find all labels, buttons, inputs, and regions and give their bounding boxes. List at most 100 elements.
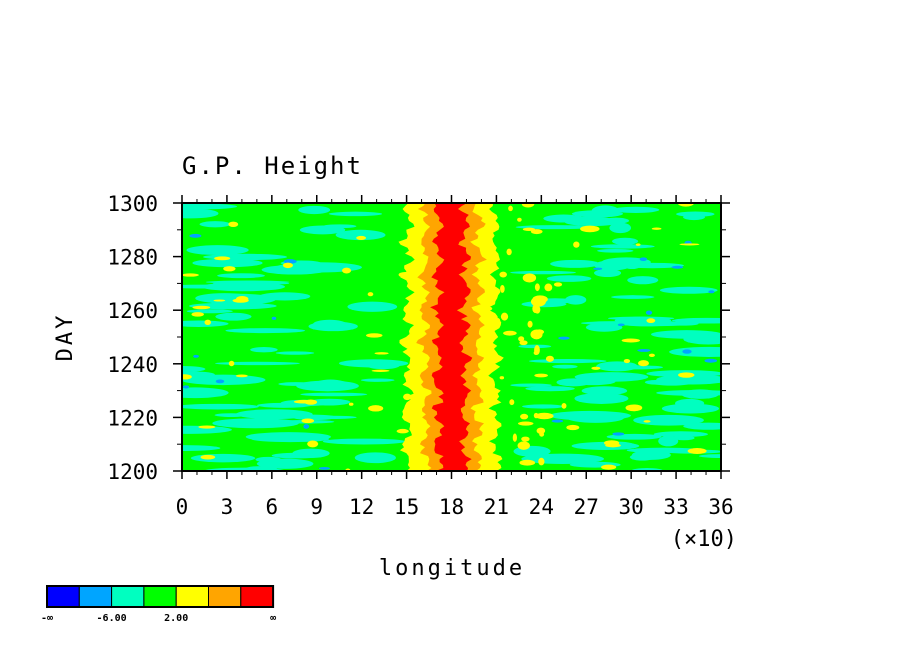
field-patch-low [610,295,655,299]
field-patch-high [371,369,390,372]
field-patch-high [508,205,513,212]
field-patch-low [528,359,607,364]
field-patch-low [271,452,322,459]
field-patch-high [191,312,204,317]
heatmap-field [182,203,721,471]
field-patch-lower [182,385,190,389]
field-patch-high [566,424,580,431]
field-patch-low [683,422,721,430]
field-patch-high [534,283,540,292]
x-tick-label: 24 [529,495,554,519]
x-tick-label: 12 [349,495,374,519]
field-patch-low [525,386,575,392]
x-tick-label: 36 [708,495,733,519]
field-patch-high [192,305,211,310]
field-patch-high [396,428,409,434]
field-patch-lower [303,424,310,429]
field-patch-low [250,347,278,353]
field-patch-lower [215,379,225,384]
field-patch-low [510,383,552,387]
field-patch-high [213,299,226,302]
field-patch-low [182,403,260,410]
x-tick-label: 0 [176,495,189,519]
y-tick-label: 1260 [107,299,158,323]
field-patch-low [543,214,584,223]
field-patch-high [561,402,567,409]
x-tick-label: 33 [663,495,688,519]
field-patch-high [530,329,543,340]
field-patch-lower [612,432,625,436]
field-patch-lower [551,419,564,423]
field-patch-lower [193,354,199,358]
field-patch-high [536,427,546,434]
field-patch-low [256,458,314,469]
field-patch-lower [558,336,570,340]
field-patch-low [674,398,705,408]
field-patch-low [182,320,229,327]
x-tick-label: 30 [619,495,644,519]
field-patch-high [638,360,649,367]
field-patch-high [545,355,554,362]
x-tick-label: 9 [310,495,323,519]
field-patch-high [518,336,525,342]
field-patch-high [573,241,580,248]
field-patch-low [308,321,358,332]
field-patch-high [646,318,656,324]
field-patch-high [367,292,374,297]
field-patch-high [601,464,617,470]
field-patch-lower [271,316,277,320]
field-patch-low [186,309,233,314]
field-patch-high [282,262,293,269]
field-patch-high [374,352,389,355]
field-patch-high [687,448,707,454]
x-tick-label: 21 [484,495,509,519]
field-patch-high [530,229,543,235]
axis-ticks [173,195,730,479]
field-patch-high [538,457,545,466]
field-patch-lower [593,267,603,270]
field-patch-high [635,243,641,246]
colorbar-label: 2.00 [164,613,188,624]
field-patch-low [335,229,386,241]
field-patch-lower [704,358,718,363]
field-patch-high [520,413,529,420]
field-patch-low [594,260,632,271]
field-patch-high [503,330,517,336]
field-patch-low [245,432,331,442]
field-patch-high [182,374,192,380]
field-patch-high [519,340,528,346]
field-patch-high [200,454,216,460]
field-patch-high [519,459,536,466]
field-patch-high [499,271,507,278]
field-patch-low [669,346,721,357]
colorbar-swatch [111,585,145,608]
field-patch-high [235,374,248,378]
field-patch-low [518,344,552,349]
field-patch-high [356,235,367,240]
field-patch-high [228,360,235,367]
colorbar-frame [46,585,275,608]
field-patch-high [522,273,537,283]
colorbar-swatch [143,585,177,608]
field-patch-high [625,404,643,412]
field-patch-high [517,441,530,450]
field-patch-high [214,256,231,261]
field-patch-lower [645,310,653,315]
field-patch-low [328,211,383,217]
x-multiplier-label: (×10) [671,527,737,552]
field-patch-low [312,379,349,391]
field-patch-low [182,374,266,386]
colorbar-labels: -∞ -6.00 2.00 ∞ [41,613,276,624]
field-patch-low [596,361,638,372]
field-patch-low [199,221,231,228]
field-patch-low [186,245,249,256]
field-patch-low [182,445,221,451]
field-patch-low [215,312,252,321]
field-patch-high [517,217,522,222]
y-tick-label: 1220 [107,406,158,430]
field-patch-high [301,418,315,424]
field-patch-low [298,205,331,215]
field-patch-low [212,418,299,429]
field-patch-low [347,301,398,312]
field-patch-high [580,225,600,233]
